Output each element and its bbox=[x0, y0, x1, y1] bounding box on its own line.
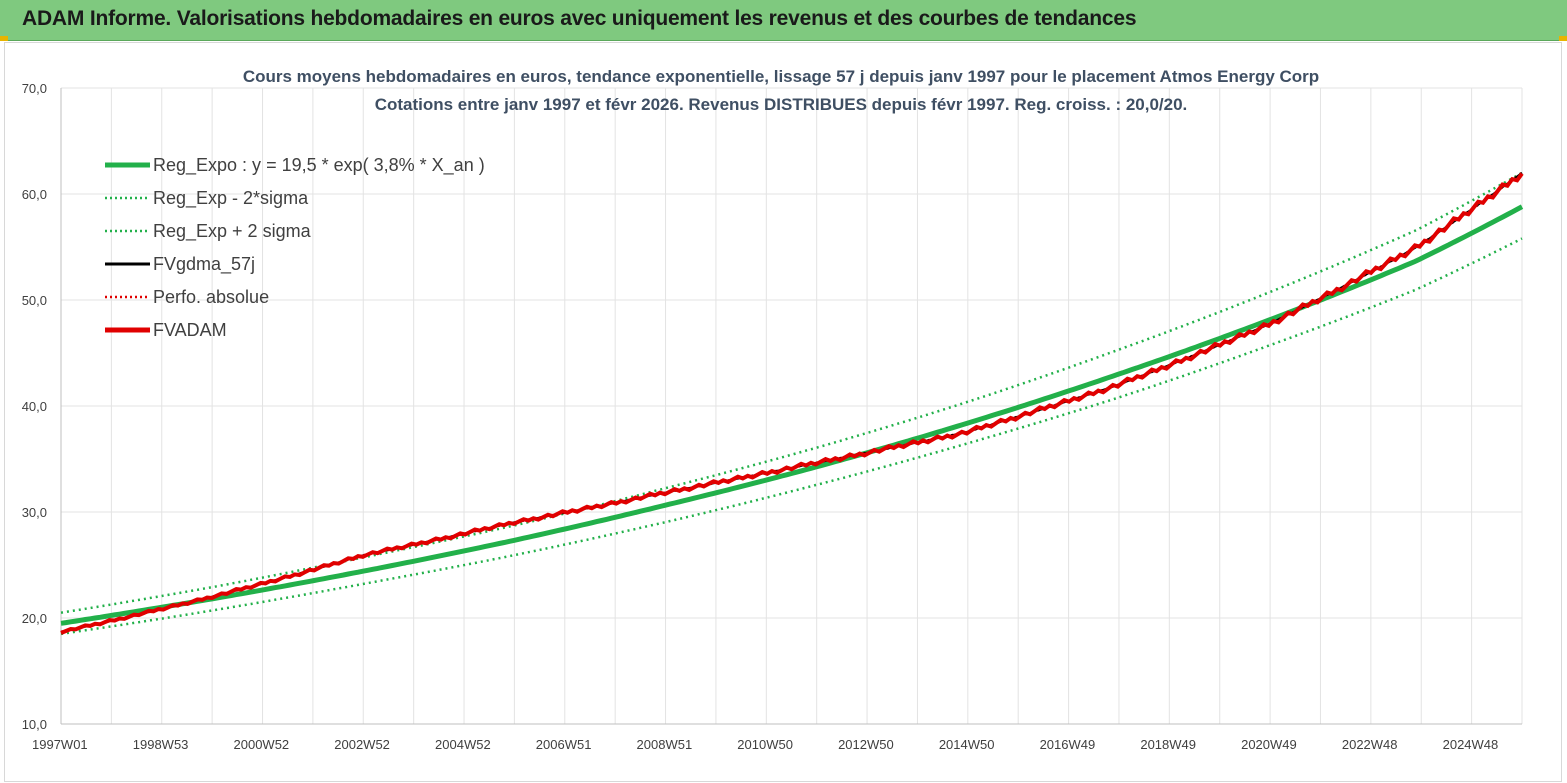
legend-label: Reg_Exp - 2*sigma bbox=[153, 188, 309, 209]
legend-label: Reg_Expo : y = 19,5 * exp( 3,8% * X_an ) bbox=[153, 155, 485, 176]
x-tick-label: 2012W50 bbox=[838, 737, 894, 752]
series-line-4 bbox=[60, 171, 1523, 634]
x-tick-label: 2008W51 bbox=[637, 737, 693, 752]
legend: Reg_Expo : y = 19,5 * exp( 3,8% * X_an )… bbox=[105, 155, 485, 340]
x-tick-label: 1998W53 bbox=[133, 737, 189, 752]
series-line-5 bbox=[60, 172, 1524, 635]
legend-label: Reg_Exp + 2 sigma bbox=[153, 221, 312, 242]
x-tick-label: 2010W50 bbox=[737, 737, 793, 752]
x-tick-label: 2022W48 bbox=[1342, 737, 1398, 752]
y-tick-label: 10,0 bbox=[22, 717, 47, 732]
corner-marker-left bbox=[0, 36, 8, 41]
chart: 10,0 20,0 30,0 40,0 50,0 60,0 70,0 1997W01 1998… bbox=[22, 67, 1524, 752]
x-tick-label: 2000W52 bbox=[234, 737, 290, 752]
y-tick-label: 30,0 bbox=[22, 505, 47, 520]
y-tick-label: 70,0 bbox=[22, 81, 47, 96]
chart-area: 10,0 20,0 30,0 40,0 50,0 60,0 70,0 1997W01 1998… bbox=[4, 42, 1562, 782]
x-tick-label: 2014W50 bbox=[939, 737, 995, 752]
y-axis: 10,0 20,0 30,0 40,0 50,0 60,0 70,0 bbox=[22, 81, 47, 732]
y-tick-label: 60,0 bbox=[22, 187, 47, 202]
x-tick-label: 2016W49 bbox=[1040, 737, 1096, 752]
x-tick-label: 2024W48 bbox=[1443, 737, 1499, 752]
y-tick-label: 50,0 bbox=[22, 293, 47, 308]
y-tick-label: 20,0 bbox=[22, 611, 47, 626]
x-tick-label: 1997W01 bbox=[32, 737, 88, 752]
series-line-2 bbox=[60, 171, 1523, 614]
series-line-0 bbox=[60, 204, 1524, 626]
legend-label: Perfo. absolue bbox=[153, 287, 269, 307]
x-tick-label: 2004W52 bbox=[435, 737, 491, 752]
legend-label: FVADAM bbox=[153, 320, 227, 340]
y-tick-label: 40,0 bbox=[22, 399, 47, 414]
header-banner: ADAM Informe. Valorisations hebdomadaire… bbox=[0, 0, 1567, 41]
series-line-3 bbox=[60, 171, 1523, 633]
chart-title-line2: Cotations entre janv 1997 et févr 2026. … bbox=[375, 95, 1188, 114]
x-tick-label: 2018W49 bbox=[1140, 737, 1196, 752]
x-tick-label: 2020W49 bbox=[1241, 737, 1297, 752]
corner-marker-right bbox=[1559, 36, 1567, 41]
legend-label: FVgdma_57j bbox=[153, 254, 255, 275]
series-line-1 bbox=[60, 237, 1523, 636]
page-title: ADAM Informe. Valorisations hebdomadaire… bbox=[22, 7, 1137, 30]
x-tick-label: 2006W51 bbox=[536, 737, 592, 752]
grid bbox=[60, 87, 1523, 725]
series-group bbox=[60, 171, 1524, 636]
x-axis: 1997W01 1998W53 2000W52 2002W52 2004W52 2006W… bbox=[32, 737, 1498, 752]
chart-title-line1: Cours moyens hebdomadaires en euros, ten… bbox=[243, 67, 1319, 86]
x-tick-label: 2002W52 bbox=[334, 737, 390, 752]
